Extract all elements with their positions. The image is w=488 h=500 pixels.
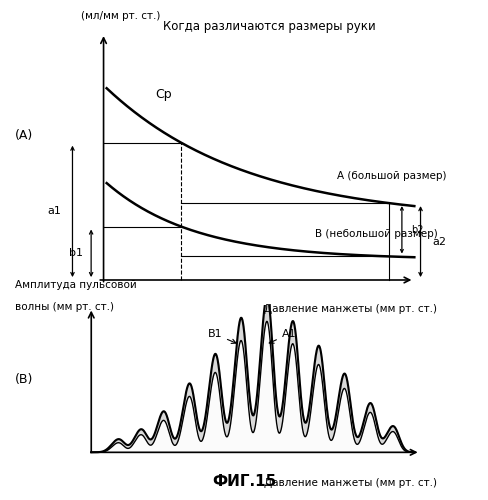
Text: b2: b2 xyxy=(410,225,423,235)
Text: (B): (B) xyxy=(15,374,33,386)
Text: a2: a2 xyxy=(431,236,445,246)
Text: волны (мм рт. ст.): волны (мм рт. ст.) xyxy=(15,302,114,312)
Text: Cp: Cp xyxy=(155,88,172,101)
Text: В (небольшой размер): В (небольшой размер) xyxy=(314,229,437,239)
Text: Давление манжеты (мм рт. ст.): Давление манжеты (мм рт. ст.) xyxy=(264,304,436,314)
Text: А (большой размер): А (большой размер) xyxy=(336,171,445,181)
Text: A1: A1 xyxy=(269,329,296,343)
Text: ФИГ.15: ФИГ.15 xyxy=(212,474,276,489)
Text: (A): (A) xyxy=(15,130,33,142)
Text: b1: b1 xyxy=(68,248,82,258)
Text: a1: a1 xyxy=(47,206,61,216)
Text: Амплитуда пульсовой: Амплитуда пульсовой xyxy=(15,280,136,290)
Text: (мл/мм рт. ст.): (мл/мм рт. ст.) xyxy=(81,11,161,21)
Text: Когда различаются размеры руки: Когда различаются размеры руки xyxy=(162,20,375,33)
Text: B1: B1 xyxy=(207,329,236,344)
Text: Давление манжеты (мм рт. ст.): Давление манжеты (мм рт. ст.) xyxy=(264,478,436,488)
